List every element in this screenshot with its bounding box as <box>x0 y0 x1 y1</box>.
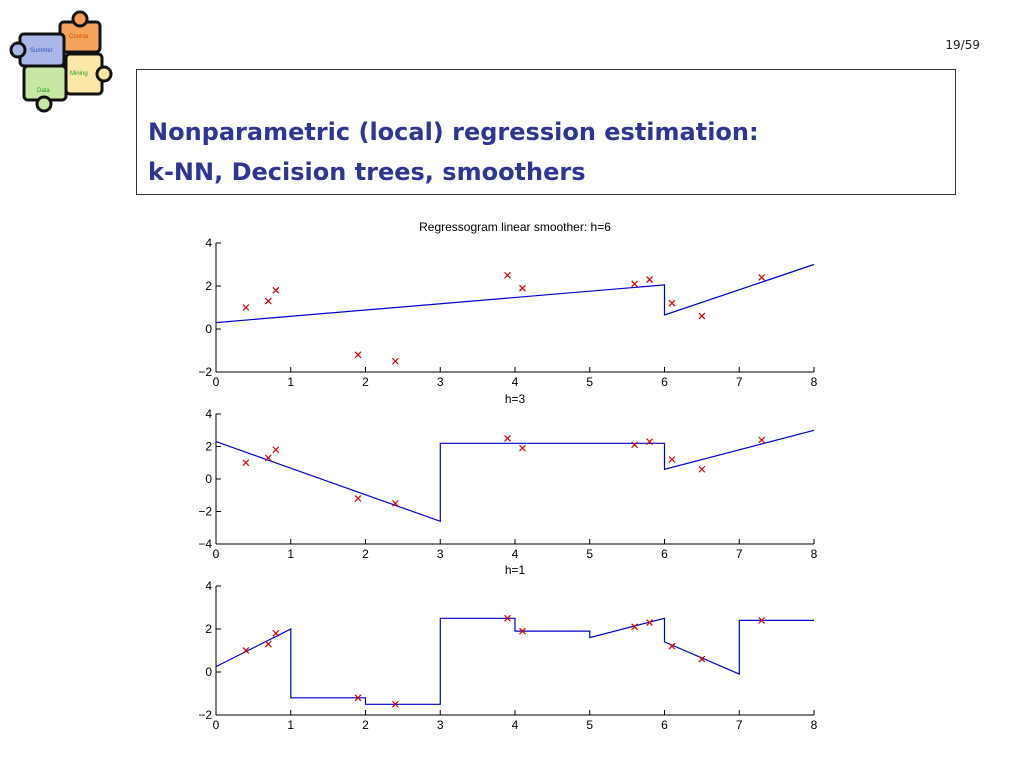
chart-1-data-point <box>758 273 766 281</box>
chart-2-data-point <box>646 438 653 446</box>
chart-2-x-tick-label: 7 <box>736 547 743 561</box>
chart-3-x-tick-label: 6 <box>661 718 668 732</box>
slide-title-line-1: Nonparametric (local) regression estimat… <box>148 118 759 146</box>
chart-3-y-tick-label: −2 <box>198 708 212 722</box>
chart-1-y-tick-label: 2 <box>205 279 212 293</box>
chart-1-x-tick-label: 0 <box>213 375 220 389</box>
chart-3-data-point <box>698 655 706 663</box>
chart-1-data-point <box>519 284 526 292</box>
chart-2-data-point <box>698 465 706 473</box>
chart-2-y-tick-label: 0 <box>205 472 212 486</box>
chart-2-data-point <box>631 441 639 449</box>
chart-1-x-tick-label: 5 <box>586 375 593 389</box>
chart-2-x-tick-label: 3 <box>437 547 444 561</box>
chart-1-fit-line <box>215 263 815 324</box>
chart-2-data-point <box>391 499 399 507</box>
slide-title-box: Nonparametric (local) regression estimat… <box>136 69 956 195</box>
logo-label-data: Data <box>37 88 50 94</box>
chart-3-x-tick-label: 4 <box>512 718 519 732</box>
chart-2-y-tick-label: 4 <box>205 407 212 421</box>
chart-2-x-tick-label: 0 <box>213 547 220 561</box>
slide-title-line-2: k-NN, Decision trees, smoothers <box>148 158 586 186</box>
chart-1-x-tick-label: 1 <box>287 375 294 389</box>
chart-3-y-tick-label: 2 <box>205 622 212 636</box>
chart-3-data-point <box>668 642 676 650</box>
chart-1-x-tick-label: 4 <box>512 375 519 389</box>
chart-3-x-tick-label: 1 <box>287 718 294 732</box>
chart-3-x-tick-label: 2 <box>362 718 369 732</box>
chart-2-fit-line <box>215 429 815 523</box>
chart-2-data-point <box>758 436 766 444</box>
course-logo: Course Summer Mining Data <box>9 10 113 113</box>
chart-2-x-tick-label: 4 <box>512 547 519 561</box>
chart-1-data-point <box>646 276 653 283</box>
chart-3-x-tick-label: 3 <box>437 718 444 732</box>
chart-3-title: h=1 <box>505 563 526 577</box>
chart-2-x-tick-label: 5 <box>586 547 593 561</box>
logo-label-mining: Mining <box>70 71 88 77</box>
chart-1-data-point <box>668 299 676 307</box>
chart-1-y-tick-label: 0 <box>205 322 212 336</box>
chart-3-data-point <box>646 619 653 626</box>
chart-2-data-point <box>272 446 280 454</box>
chart-3-x-tick-label: 0 <box>213 718 220 732</box>
chart-1-data-point <box>242 304 250 311</box>
chart-1-x-tick-label: 6 <box>661 375 668 389</box>
chart-2-y-tick-label: −2 <box>198 505 212 519</box>
chart-1-data-point <box>354 351 362 359</box>
chart-2-data-point <box>354 495 362 502</box>
chart-1-x-tick-label: 8 <box>811 375 818 389</box>
chart-1-y-tick-label: −2 <box>198 365 212 379</box>
chart-2-x-tick-label: 2 <box>362 547 369 561</box>
chart-1-data-point <box>391 357 399 365</box>
chart-2-data-point <box>519 444 526 452</box>
chart-1-data-point <box>264 297 272 305</box>
chart-1-x-tick-label: 7 <box>736 375 743 389</box>
chart-2-data-point <box>242 459 250 467</box>
chart-1-data-point <box>698 312 706 320</box>
chart-3-y-tick-label: 0 <box>205 665 212 679</box>
chart-2-data-point <box>668 456 676 463</box>
chart-3-x-tick-label: 5 <box>586 718 593 732</box>
chart-3-data-point <box>519 627 526 635</box>
chart-3-data-point <box>758 616 766 624</box>
logo-label-summer: Summer <box>30 48 53 54</box>
chart-1-x-tick-label: 2 <box>362 375 369 389</box>
chart-2-x-tick-label: 1 <box>287 547 294 561</box>
chart-3-data-point <box>391 700 399 708</box>
chart-2-data-point <box>504 434 511 442</box>
chart-3-data-point <box>264 640 272 648</box>
chart-1-y-tick-label: 4 <box>205 236 212 250</box>
logo-label-course: Course <box>69 34 89 40</box>
chart-3-data-point <box>631 623 639 631</box>
chart-1-data-point <box>631 280 639 288</box>
chart-1-data-point <box>272 286 280 294</box>
chart-2-y-tick-label: −4 <box>198 537 212 551</box>
chart-2-x-tick-label: 6 <box>661 547 668 561</box>
page-number: 19/59 <box>945 38 980 52</box>
chart-2-data-point <box>264 454 272 462</box>
chart-1-title: Regressogram linear smoother: h=6 <box>419 220 611 234</box>
chart-3-data-point <box>504 614 511 622</box>
chart-3-fit-line <box>215 617 814 705</box>
chart-2-x-tick-label: 8 <box>811 547 818 561</box>
chart-3-x-tick-label: 8 <box>811 718 818 732</box>
chart-1-data-point <box>504 271 511 279</box>
chart-3-data-point <box>354 694 362 702</box>
chart-2-title: h=3 <box>505 392 526 406</box>
chart-3-data-point <box>242 647 250 654</box>
chart-3-x-tick-label: 7 <box>736 718 743 732</box>
chart-1-x-tick-label: 3 <box>437 375 444 389</box>
chart-2-y-tick-label: 2 <box>205 440 212 454</box>
chart-3-data-point <box>272 629 280 637</box>
chart-3-y-tick-label: 4 <box>205 579 212 593</box>
